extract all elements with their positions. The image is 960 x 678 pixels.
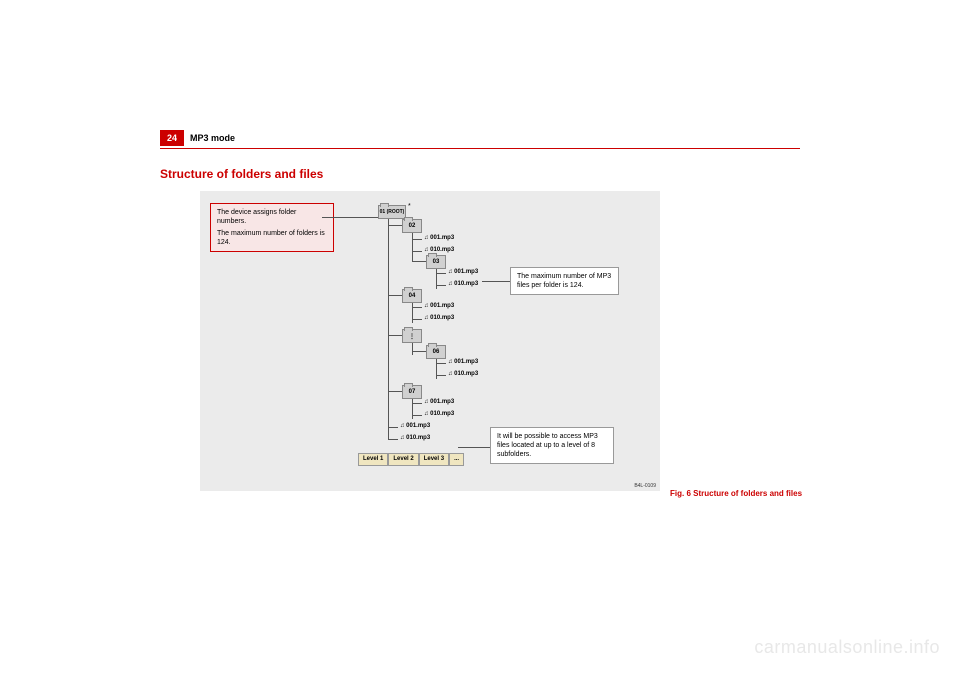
tree-h bbox=[412, 261, 426, 262]
tree-spine bbox=[388, 219, 389, 439]
tree-v bbox=[412, 233, 413, 261]
tree-h bbox=[388, 391, 402, 392]
folder-04: 04 bbox=[402, 289, 422, 303]
file-010: 010.mp3 bbox=[424, 315, 454, 321]
tree-v bbox=[436, 359, 437, 379]
file-001: 001.mp3 bbox=[448, 269, 478, 275]
folder-root: 01 (ROOT) bbox=[378, 205, 406, 219]
tree-h bbox=[388, 439, 398, 440]
level-2: Level 2 bbox=[388, 453, 418, 466]
root-star: * bbox=[408, 203, 411, 210]
tree-h bbox=[436, 273, 446, 274]
figure-caption: Fig. 6 Structure of folders and files bbox=[670, 489, 830, 498]
tree-h bbox=[388, 335, 402, 336]
callout-folders-line2: The maximum number of folders is 124. bbox=[217, 229, 327, 247]
watermark: carmanualsonline.info bbox=[754, 637, 940, 658]
section-title: Structure of folders and files bbox=[160, 167, 800, 181]
callout-files-per-folder: The maximum number of MP3 files per fold… bbox=[510, 267, 619, 295]
callout-arrow bbox=[458, 447, 490, 448]
tree-h bbox=[436, 363, 446, 364]
tree-h bbox=[412, 415, 422, 416]
tree-h bbox=[412, 239, 422, 240]
file-001: 001.mp3 bbox=[424, 399, 454, 405]
file-010: 010.mp3 bbox=[448, 371, 478, 377]
file-001: 001.mp3 bbox=[448, 359, 478, 365]
page-number-badge: 24 bbox=[160, 130, 184, 146]
tree-h bbox=[388, 427, 398, 428]
folder-07: 07 bbox=[402, 385, 422, 399]
tree-v bbox=[412, 343, 413, 355]
figure: The device assigns folder numbers. The m… bbox=[200, 191, 660, 491]
tree-h bbox=[412, 351, 426, 352]
folder-02: 02 bbox=[402, 219, 422, 233]
folder-06: 06 bbox=[426, 345, 446, 359]
file-010: 010.mp3 bbox=[424, 411, 454, 417]
tree-v bbox=[436, 269, 437, 289]
tree-h bbox=[388, 295, 402, 296]
tree-h bbox=[436, 285, 446, 286]
callout-arrow bbox=[482, 281, 510, 282]
page-content: 24 MP3 mode Structure of folders and fil… bbox=[160, 130, 800, 491]
tree-h bbox=[412, 403, 422, 404]
folder-root-label: 01 (ROOT) bbox=[380, 210, 405, 215]
tree-h bbox=[436, 375, 446, 376]
page-header: 24 MP3 mode bbox=[160, 130, 800, 149]
file-010: 010.mp3 bbox=[400, 435, 430, 441]
callout-subfolder-depth: It will be possible to access MP3 files … bbox=[490, 427, 614, 464]
tree-v bbox=[412, 399, 413, 419]
tree-h bbox=[412, 251, 422, 252]
file-010: 010.mp3 bbox=[448, 281, 478, 287]
level-more: ... bbox=[449, 453, 464, 466]
folder-03: 03 bbox=[426, 255, 446, 269]
folder-05: ⋮ bbox=[402, 329, 422, 343]
file-001: 001.mp3 bbox=[400, 423, 430, 429]
tree-h bbox=[412, 307, 422, 308]
file-001: 001.mp3 bbox=[424, 303, 454, 309]
callout-folders-line1: The device assigns folder numbers. bbox=[217, 208, 327, 226]
figure-ref: B4L-0109 bbox=[634, 483, 656, 489]
header-title: MP3 mode bbox=[190, 133, 235, 143]
callout-arrow bbox=[322, 217, 378, 218]
level-1: Level 1 bbox=[358, 453, 388, 466]
file-001: 001.mp3 bbox=[424, 235, 454, 241]
tree-h bbox=[388, 225, 402, 226]
tree-h bbox=[412, 319, 422, 320]
level-3: Level 3 bbox=[419, 453, 449, 466]
level-row: Level 1 Level 2 Level 3 ... bbox=[358, 453, 464, 466]
callout-folders: The device assigns folder numbers. The m… bbox=[210, 203, 334, 252]
tree-v bbox=[412, 303, 413, 323]
